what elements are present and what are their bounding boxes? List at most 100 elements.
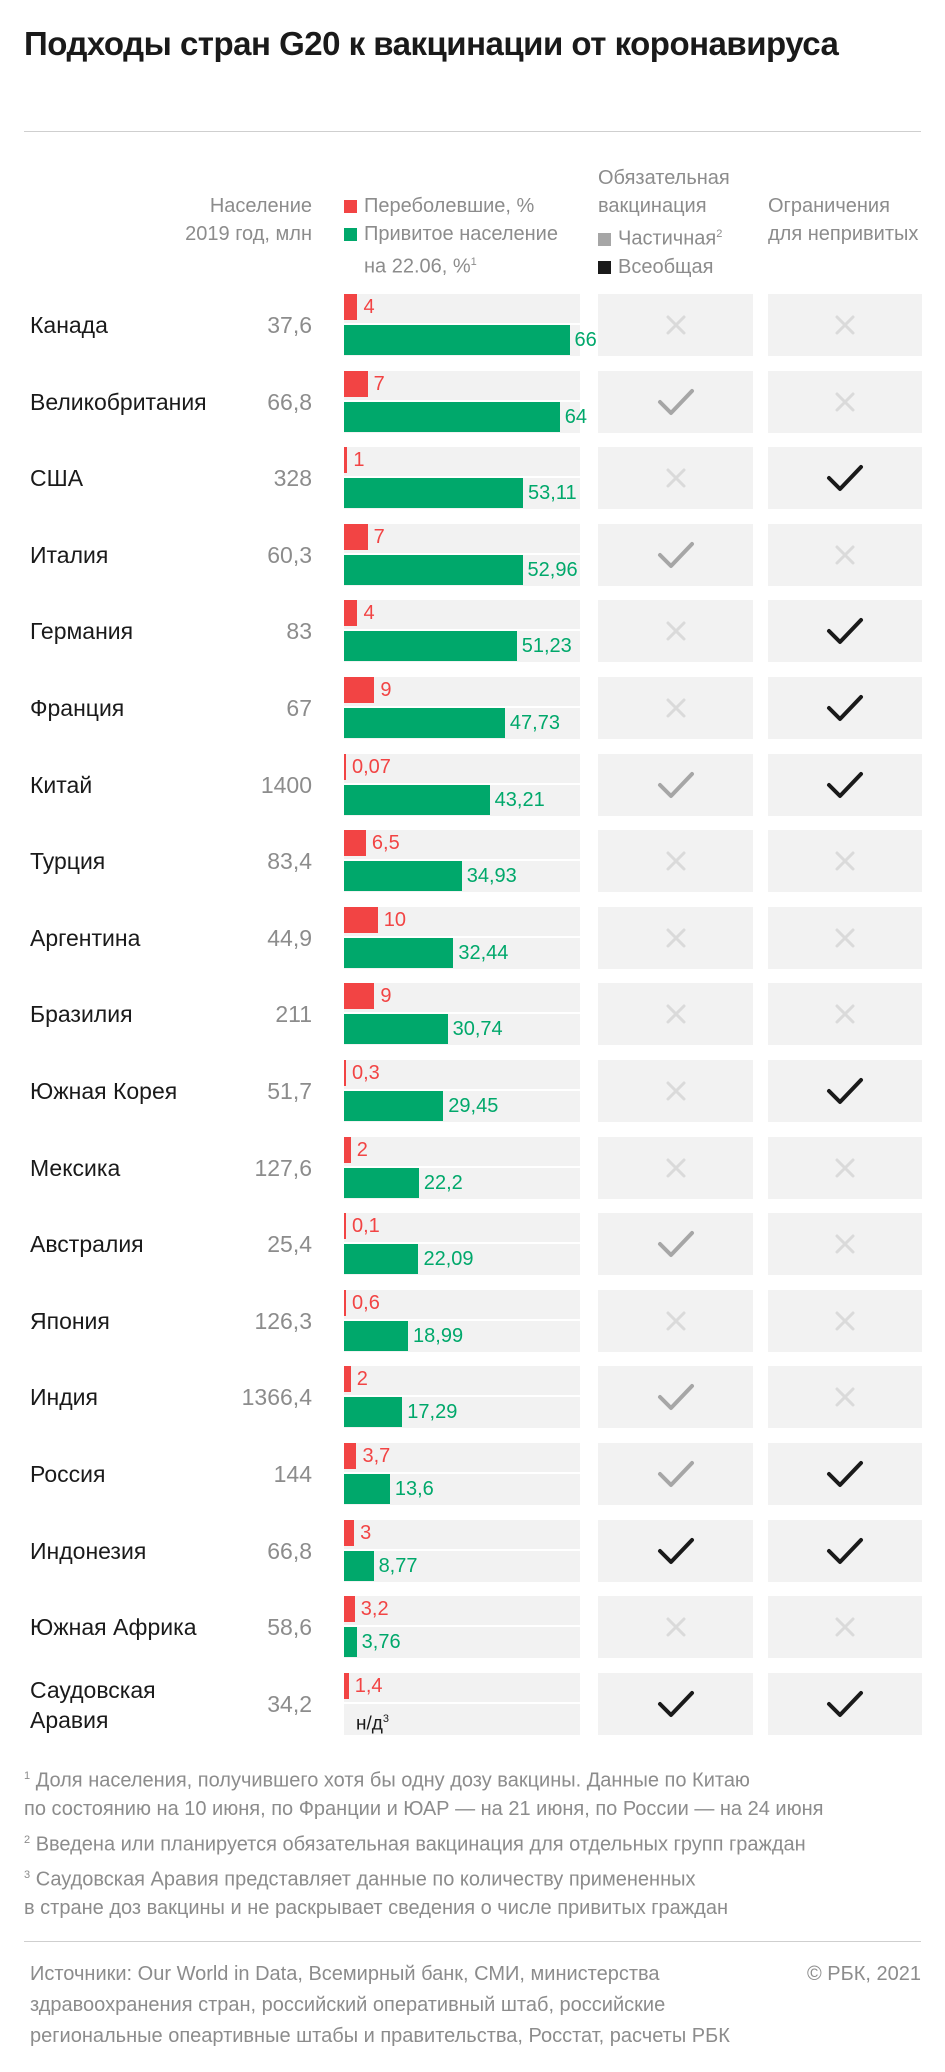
check-icon [658, 1691, 694, 1717]
country-label-line: Саудовская [30, 1677, 156, 1703]
infected-bar [344, 1060, 346, 1086]
country-label: Китай [30, 772, 93, 798]
vaccinated-bar [344, 938, 454, 968]
check-icon [658, 1461, 694, 1487]
mandatory-cell [598, 1213, 753, 1275]
restrictions-cell [768, 1443, 922, 1505]
infected-value: 0,1 [352, 1215, 380, 1237]
infected-bar [344, 1213, 346, 1239]
population-value: 127,6 [254, 1155, 312, 1181]
cross-icon [666, 698, 686, 718]
legend-infected-swatch [344, 200, 357, 213]
vaccinated-value: 13,6 [394, 1478, 434, 1500]
population-header-line1: Население [209, 195, 312, 217]
restrictions-header-line1: Ограничения [768, 195, 890, 217]
vaccinated-bar [344, 1397, 403, 1427]
vaccinated-bar [344, 1321, 409, 1351]
country-label: Россия [30, 1461, 106, 1487]
bar-cell [344, 1520, 580, 1582]
population-value: 1400 [260, 772, 312, 798]
bar-cell-divider [344, 476, 580, 478]
infected-bar [344, 1673, 349, 1699]
infected-bar [344, 754, 346, 780]
legend-universal: Всеобщая [598, 253, 730, 281]
restrictions-cell [768, 1060, 922, 1122]
legend-partial-swatch [598, 232, 611, 246]
infected-bar [344, 524, 368, 550]
population-value: 1366,4 [241, 1384, 312, 1410]
check-icon [658, 1384, 694, 1410]
cross-icon [835, 1617, 855, 1637]
country-label: Франция [30, 695, 125, 721]
population-value: 126,3 [254, 1308, 312, 1334]
country-label: Германия [30, 618, 134, 644]
mandatory-cell [598, 1443, 753, 1505]
check-icon [827, 1078, 863, 1104]
vaccinated-value: 32,44 [458, 942, 509, 964]
cross-icon [835, 1311, 855, 1331]
vaccinated-bar [344, 1168, 419, 1198]
mandatory-cell [598, 1366, 753, 1428]
country-label: Южная Африка [30, 1614, 197, 1640]
population-value: 328 [273, 465, 312, 491]
country-label: Канада [30, 312, 108, 338]
footnote-3: 3 Саудовская Аравия представляет данные … [24, 1861, 924, 1922]
vaccinated-bar [344, 555, 523, 585]
population-value: 83,4 [267, 848, 312, 874]
footnote-ref-2: 2 [716, 228, 723, 240]
cross-icon [666, 928, 686, 948]
vaccinated-value: 3,76 [361, 1631, 401, 1653]
infected-bar [344, 447, 348, 473]
country-label: Турция [30, 848, 106, 874]
country-label-line: Аравия [30, 1707, 109, 1733]
vaccinated-value: н/д3 [356, 1704, 389, 1739]
population-value: 37,6 [267, 312, 312, 338]
infected-value: 1 [353, 449, 365, 471]
copyright: © РБК, 2021 [806, 1963, 921, 1985]
legend-vaccinated-swatch [344, 228, 357, 241]
infected-value: 4 [363, 602, 375, 624]
vaccinated-value: 51,23 [521, 635, 572, 657]
infected-bar [344, 1290, 347, 1316]
infected-bar [344, 907, 378, 933]
footnote-2: 2 Введена или планируется обязательная в… [24, 1826, 924, 1859]
bar-cell-divider [344, 1166, 580, 1168]
vaccinated-value: 52,96 [527, 559, 578, 581]
restrictions-cell [768, 1673, 922, 1735]
legend-partial-label: Частичная [618, 227, 717, 250]
vaccinated-bar [344, 1551, 374, 1581]
footnote-1-text1: Доля населения, получившего хотя бы одну… [35, 1769, 750, 1792]
check-icon [827, 618, 863, 644]
cross-icon [835, 545, 855, 565]
country-label: Бразилия [30, 1001, 133, 1027]
vaccinated-bar [344, 1091, 444, 1121]
footnote-1-marker: 1 [24, 1770, 31, 1782]
restrictions-header-line2: для непривитых [768, 223, 919, 245]
country-label: Южная Корея [30, 1078, 178, 1104]
infected-value: 2 [356, 1368, 368, 1390]
infected-bar [344, 1137, 351, 1163]
footer-divider [24, 1941, 921, 1942]
mandatory-cell [598, 524, 753, 586]
footnote-1: 1 Доля населения, получившего хотя бы од… [24, 1762, 924, 1823]
country-label: Аргентина [30, 925, 141, 951]
bar-cell [344, 1596, 580, 1658]
sources-line3: региональные опеартивные штабы и правите… [30, 2025, 730, 2047]
bar-cell-divider [344, 706, 580, 708]
bar-cell-divider [344, 323, 580, 325]
check-icon [827, 1538, 863, 1564]
infected-value: 9 [380, 679, 392, 701]
check-icon [658, 1231, 694, 1257]
cross-icon [666, 1004, 686, 1024]
bar-cell-divider [344, 1089, 580, 1091]
mandatory-cell [598, 754, 753, 816]
infected-bar [344, 294, 358, 320]
vaccinated-bar [344, 1627, 357, 1657]
check-icon [827, 465, 863, 491]
bar-cell-divider [344, 1242, 580, 1244]
vaccinated-bar [344, 325, 570, 355]
chart-title: Подходы стран G20 к вакцинации от корона… [24, 25, 839, 62]
vaccinated-value: 17,29 [407, 1401, 458, 1423]
vaccinated-bar [344, 478, 524, 508]
country-label: США [30, 465, 84, 491]
